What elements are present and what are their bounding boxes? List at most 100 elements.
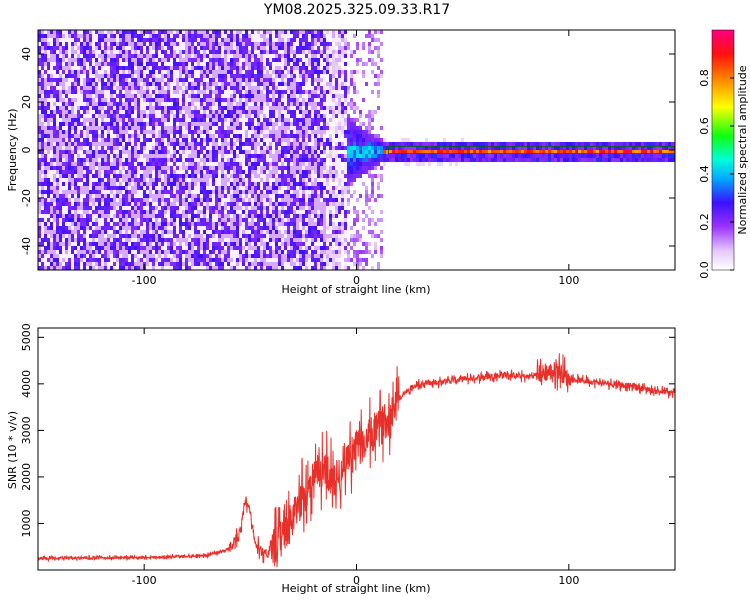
- heatmap-cell: [215, 90, 218, 94]
- heatmap-cell: [92, 126, 95, 130]
- heatmap-cell: [128, 78, 131, 82]
- heatmap-cell: [269, 206, 272, 210]
- heatmap-cell: [92, 46, 95, 50]
- heatmap-cell: [152, 226, 155, 230]
- heatmap-cell: [149, 46, 152, 50]
- heatmap-cell: [266, 46, 269, 50]
- heatmap-cell: [50, 86, 53, 90]
- heatmap-cell: [263, 82, 266, 86]
- heatmap-cell: [272, 210, 275, 214]
- heatmap-cell: [158, 258, 161, 262]
- heatmap-cell: [278, 174, 281, 178]
- heatmap-cell: [227, 230, 230, 234]
- heatmap-cell: [131, 126, 134, 130]
- heatmap-cell: [200, 254, 203, 258]
- heatmap-cell: [176, 174, 179, 178]
- heatmap-cell: [188, 66, 191, 70]
- heatmap-cell: [50, 46, 53, 50]
- heatmap-cell: [134, 146, 137, 150]
- heatmap-cell: [74, 214, 77, 218]
- heatmap-cell: [185, 218, 188, 222]
- heatmap-cell: [233, 230, 236, 234]
- heatmap-cell: [113, 118, 116, 122]
- heatmap-cell: [143, 194, 146, 198]
- heatmap-cell: [65, 162, 68, 166]
- heatmap-cell: [56, 218, 59, 222]
- heatmap-cell: [170, 178, 173, 182]
- heatmap-cell: [263, 202, 266, 206]
- heatmap-cell: [209, 50, 212, 54]
- heatmap-cell: [221, 114, 224, 118]
- heatmap-cell: [248, 86, 251, 90]
- heatmap-cell: [128, 66, 131, 70]
- heatmap-cell: [284, 82, 287, 86]
- heatmap-cell: [50, 58, 53, 62]
- heatmap-cell: [263, 178, 266, 182]
- heatmap-cell: [236, 90, 239, 94]
- heatmap-cell: [269, 78, 272, 82]
- heatmap-cell: [113, 202, 116, 206]
- heatmap-cell: [134, 94, 137, 98]
- heatmap-cell: [221, 202, 224, 206]
- heatmap-cell: [98, 134, 101, 138]
- heatmap-cell: [98, 118, 101, 122]
- heatmap-cell: [83, 178, 86, 182]
- heatmap-cell: [107, 38, 110, 42]
- heatmap-cell: [77, 186, 80, 190]
- heatmap-cell: [275, 214, 278, 218]
- heatmap-cell: [275, 206, 278, 210]
- heatmap-cell: [263, 110, 266, 114]
- heatmap-cell: [182, 230, 185, 234]
- heatmap-cell: [227, 210, 230, 214]
- heatmap-cell: [146, 74, 149, 78]
- heatmap-cell: [161, 122, 164, 126]
- heatmap-cell: [194, 198, 197, 202]
- heatmap-cell: [266, 242, 269, 246]
- heatmap-cell: [101, 70, 104, 74]
- heatmap-cell: [215, 206, 218, 210]
- heatmap-cell: [38, 194, 41, 198]
- heatmap-cell: [191, 206, 194, 210]
- heatmap-cell: [167, 66, 170, 70]
- heatmap-cell: [230, 122, 233, 126]
- heatmap-cell: [38, 106, 41, 110]
- heatmap-cell: [284, 138, 287, 142]
- heatmap-cell: [269, 114, 272, 118]
- heatmap-cell: [50, 50, 53, 54]
- heatmap-cell: [206, 42, 209, 46]
- heatmap-cell: [209, 74, 212, 78]
- heatmap-cell: [59, 234, 62, 238]
- heatmap-cell: [47, 118, 50, 122]
- heatmap-cell: [203, 178, 206, 182]
- heatmap-cell: [284, 42, 287, 46]
- heatmap-cell: [191, 58, 194, 62]
- heatmap-cell: [128, 154, 131, 158]
- heatmap-cell: [284, 210, 287, 214]
- heatmap-cell: [71, 242, 74, 246]
- heatmap-cell: [47, 46, 50, 50]
- heatmap-cell: [104, 146, 107, 150]
- heatmap-cell: [146, 38, 149, 42]
- heatmap-cell: [101, 66, 104, 70]
- heatmap-cell: [281, 106, 284, 110]
- heatmap-cell: [224, 254, 227, 258]
- heatmap-cell: [251, 242, 254, 246]
- heatmap-cell: [152, 138, 155, 142]
- heatmap-cell: [98, 38, 101, 42]
- heatmap-cell: [269, 30, 272, 34]
- heatmap-cell: [224, 114, 227, 118]
- heatmap-cell: [41, 98, 44, 102]
- heatmap-cell: [155, 210, 158, 214]
- heatmap-cell: [230, 170, 233, 174]
- heatmap-cell: [260, 234, 263, 238]
- heatmap-cell: [56, 78, 59, 82]
- heatmap-cell: [74, 178, 77, 182]
- heatmap-cell: [242, 134, 245, 138]
- heatmap-cell: [206, 226, 209, 230]
- heatmap-cell: [116, 206, 119, 210]
- heatmap-cell: [95, 218, 98, 222]
- heatmap-cell: [164, 174, 167, 178]
- heatmap-cell: [230, 178, 233, 182]
- heatmap-cell: [113, 66, 116, 70]
- heatmap-cell: [59, 262, 62, 266]
